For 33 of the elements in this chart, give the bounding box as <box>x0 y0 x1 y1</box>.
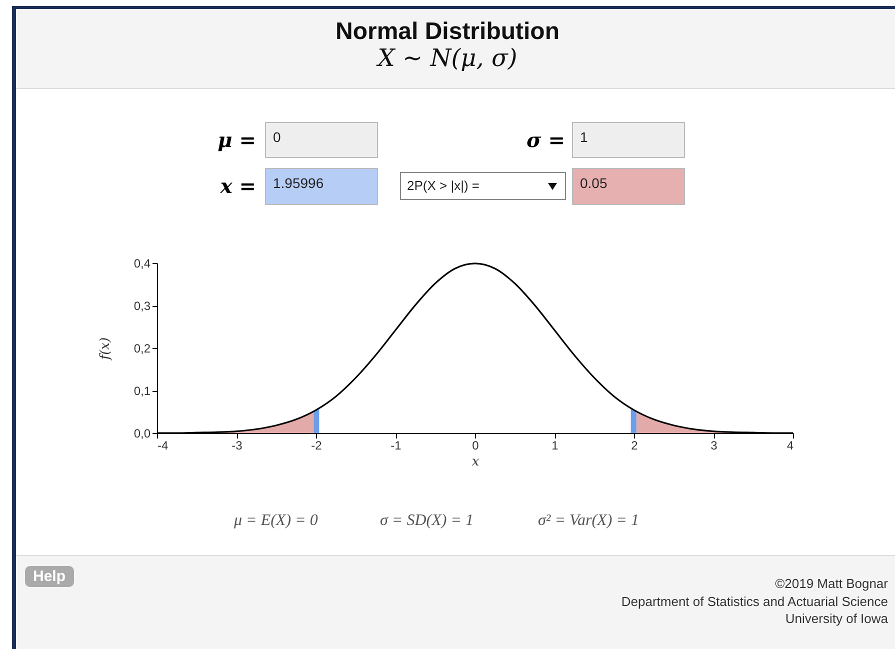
x-tick-label: -2 <box>311 438 322 452</box>
chart-title: Normal Distribution <box>334 18 560 46</box>
y-tick-label: 0,4 <box>134 256 151 270</box>
x-tick-label: 2 <box>631 438 638 452</box>
dropdown-field: 2P(X > |x|) = <box>400 172 566 200</box>
text: σ = SD(X) = 1 <box>380 512 474 530</box>
x-tick-label: 1 <box>552 438 559 452</box>
x-tick-label: -1 <box>390 438 402 452</box>
x-tick-label: 0 <box>472 438 480 452</box>
x-tick-label: 3 <box>710 438 718 452</box>
x-tick-label: 4 <box>786 438 794 452</box>
text: μ = E(X) = 0 <box>234 512 318 530</box>
text: σ² = Var(X) = 1 <box>538 512 639 530</box>
chart-subtitle: X ∼ N(μ, σ) <box>375 44 518 72</box>
x-axis-title: x <box>472 454 480 470</box>
text-field: 0 <box>265 122 378 158</box>
text: Department of Statistics and Actuarial Science <box>621 594 888 609</box>
number-field: 1.95996 <box>265 168 378 205</box>
text: x = <box>219 174 256 198</box>
text: σ = <box>526 128 565 152</box>
text: μ = <box>216 128 256 152</box>
result-field: 0.05 <box>572 168 685 205</box>
help-button: Help <box>25 566 74 587</box>
x-tick-label: -3 <box>232 438 243 452</box>
y-tick-label: 0,3 <box>134 299 151 313</box>
text: University of Iowa <box>785 611 888 626</box>
y-axis-title: f(x) <box>98 337 113 361</box>
x-tick-label: -4 <box>158 438 168 452</box>
y-tick-label: 0,0 <box>134 426 151 440</box>
text-field: 1 <box>572 122 685 158</box>
text: ©2019 Matt Bognar <box>775 576 888 591</box>
y-tick-label: 0,1 <box>134 384 151 398</box>
y-tick-label: 0,2 <box>134 342 151 356</box>
